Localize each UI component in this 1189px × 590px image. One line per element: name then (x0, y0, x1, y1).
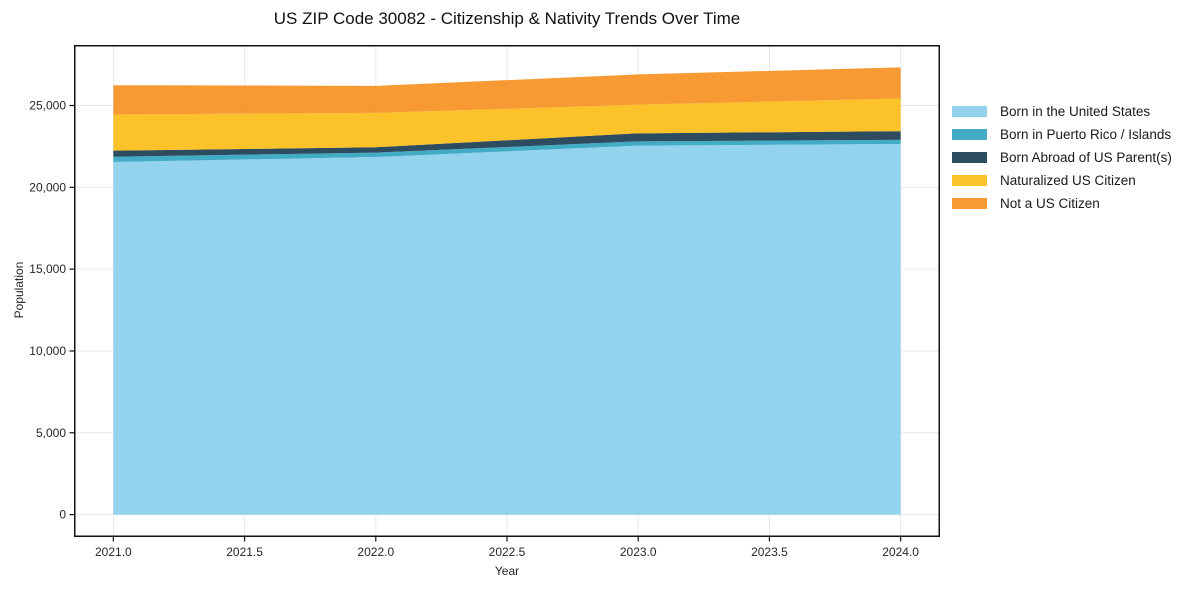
legend-swatch (952, 105, 987, 117)
legend-item-2: Born Abroad of US Parent(s) (952, 149, 1172, 165)
legend-label: Born Abroad of US Parent(s) (1000, 149, 1172, 165)
x-tick-label: 2024.0 (882, 545, 919, 559)
legend-swatch (952, 197, 987, 209)
legend-item-3: Naturalized US Citizen (952, 172, 1172, 188)
legend-item-0: Born in the United States (952, 103, 1172, 119)
legend-label: Born in the United States (1000, 103, 1151, 119)
plot-area: 2021.0 2021.5 2022.0 2022.5 2023.0 2023.5 2024… (29, 45, 940, 559)
y-tick-label: 25,000 (29, 99, 66, 113)
legend: Born in the United States Born in Puerto … (952, 104, 1172, 219)
y-tick-label: 10,000 (29, 344, 66, 358)
plot-border (74, 45, 940, 537)
legend-item-4: Not a US Citizen (952, 195, 1172, 211)
legend-label: Not a US Citizen (1000, 195, 1100, 211)
x-tick-label: 2022.5 (489, 545, 526, 559)
area-series-4 (113, 67, 901, 115)
x-tick-label: 2023.0 (620, 545, 657, 559)
y-tick-label: 5,000 (36, 426, 66, 440)
area-series-2 (113, 131, 901, 157)
legend-swatch (952, 174, 987, 186)
x-tick-label: 2022.0 (357, 545, 394, 559)
chart-title: US ZIP Code 30082 - Citizenship & Nativi… (273, 9, 741, 28)
legend-label: Naturalized US Citizen (1000, 172, 1136, 188)
area-series-1 (113, 139, 901, 162)
y-tick-label: 15,000 (29, 262, 66, 276)
legend-label: Born in Puerto Rico / Islands (1000, 126, 1172, 142)
x-tick-label: 2021.5 (226, 545, 263, 559)
y-tick-label: 20,000 (29, 180, 66, 194)
y-tick-label: 0 (59, 508, 66, 522)
x-tick-label: 2021.0 (95, 545, 132, 559)
legend-swatch (952, 128, 987, 140)
area-series-0 (113, 143, 901, 515)
x-axis-label: Year (494, 564, 520, 578)
x-tick-label: 2023.5 (751, 545, 788, 559)
legend-item-1: Born in Puerto Rico / Islands (952, 126, 1172, 142)
y-axis-label: Population (12, 261, 26, 319)
area-series-3 (113, 98, 901, 151)
legend-swatch (952, 151, 987, 163)
